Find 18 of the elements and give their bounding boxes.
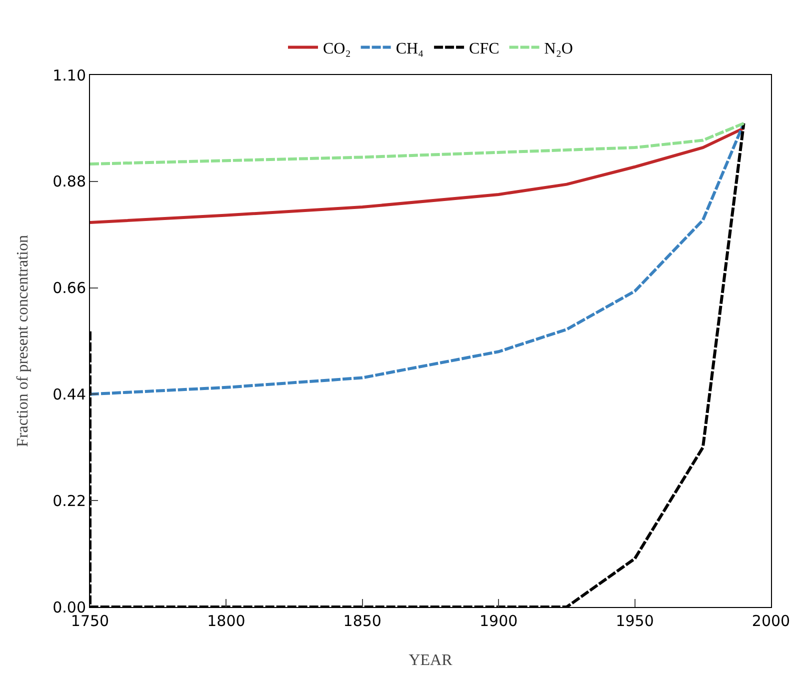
y-tick-label: 0.22 — [52, 492, 86, 510]
x-tick-label: 1900 — [480, 612, 518, 630]
y-tick-label: 1.10 — [52, 66, 86, 84]
legend-label: CFC — [469, 40, 500, 58]
line-series — [90, 126, 746, 224]
legend-label: N₂O — [544, 40, 573, 58]
x-tick-label: 2000 — [752, 612, 790, 630]
x-tick-label: 1850 — [343, 612, 382, 630]
y-tick-label: 0.66 — [52, 279, 86, 298]
legend-label: CH₄ — [396, 40, 424, 58]
legend-label: CO₂ — [323, 40, 351, 58]
x-tick-label: 1800 — [207, 612, 246, 630]
x-tick-label: 1950 — [616, 612, 654, 630]
y-axis-title: Fraction of present concentration — [14, 235, 32, 447]
y-tick-label: 0.88 — [52, 172, 86, 191]
y-tick-label: 0.44 — [52, 385, 86, 404]
x-axis-title: YEAR — [408, 652, 453, 669]
line-series — [90, 122, 746, 166]
